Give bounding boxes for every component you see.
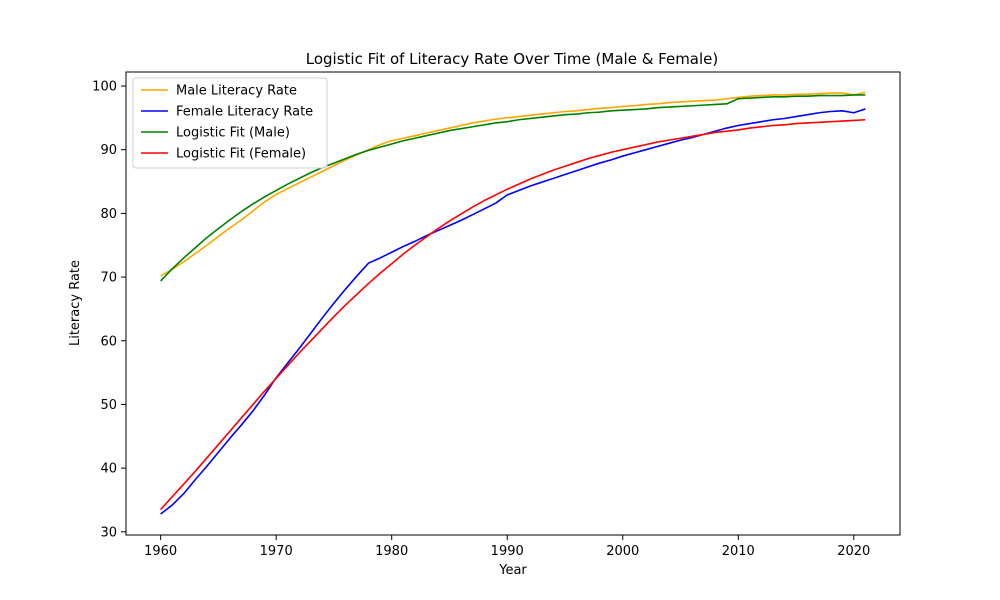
- y-axis-label: Literacy Rate: [68, 260, 83, 346]
- legend-label: Male Literacy Rate: [176, 84, 297, 99]
- legend-label: Logistic Fit (Female): [176, 147, 306, 162]
- legend: Male Literacy Rate Female Literacy Rate Lo…: [132, 77, 328, 169]
- x-tick-label: 2000: [606, 544, 639, 559]
- y-tick-label: 50: [100, 398, 117, 413]
- x-tick-label: 2020: [837, 544, 870, 559]
- x-tick-label: 1960: [144, 544, 177, 559]
- series-line-male-literacy-rate: [160, 91, 866, 277]
- plot-frame: [125, 71, 901, 536]
- x-tick-label: 1970: [260, 544, 293, 559]
- x-axis-label: Year: [498, 563, 527, 578]
- series-line-logistic-fit-male: [160, 94, 866, 282]
- x-tick-label: 2010: [722, 544, 755, 559]
- y-tick-label: 40: [100, 462, 117, 477]
- y-tick-label: 90: [100, 143, 117, 158]
- y-tick-label: 30: [100, 525, 117, 540]
- legend-label: Female Literacy Rate: [176, 105, 313, 120]
- y-tick-label: 60: [100, 334, 117, 349]
- x-tick-label: 1980: [375, 544, 408, 559]
- y-tick-label: 80: [100, 207, 117, 222]
- legend-label: Logistic Fit (Male): [176, 126, 290, 141]
- y-tick-label: 70: [100, 271, 117, 286]
- series-layer: [160, 91, 866, 515]
- x-tick-label: 1990: [491, 544, 524, 559]
- legend-box: [132, 77, 328, 169]
- y-tick-label: 100: [92, 80, 117, 95]
- chart-title: Logistic Fit of Literacy Rate Over Time …: [306, 50, 719, 68]
- y-axis: 30 40 50 60 70 80 90 100: [92, 80, 126, 540]
- series-line-logistic-fit-female: [160, 118, 866, 511]
- x-axis: 1960 1970 1980 1990 2000 2010 2020: [144, 535, 870, 559]
